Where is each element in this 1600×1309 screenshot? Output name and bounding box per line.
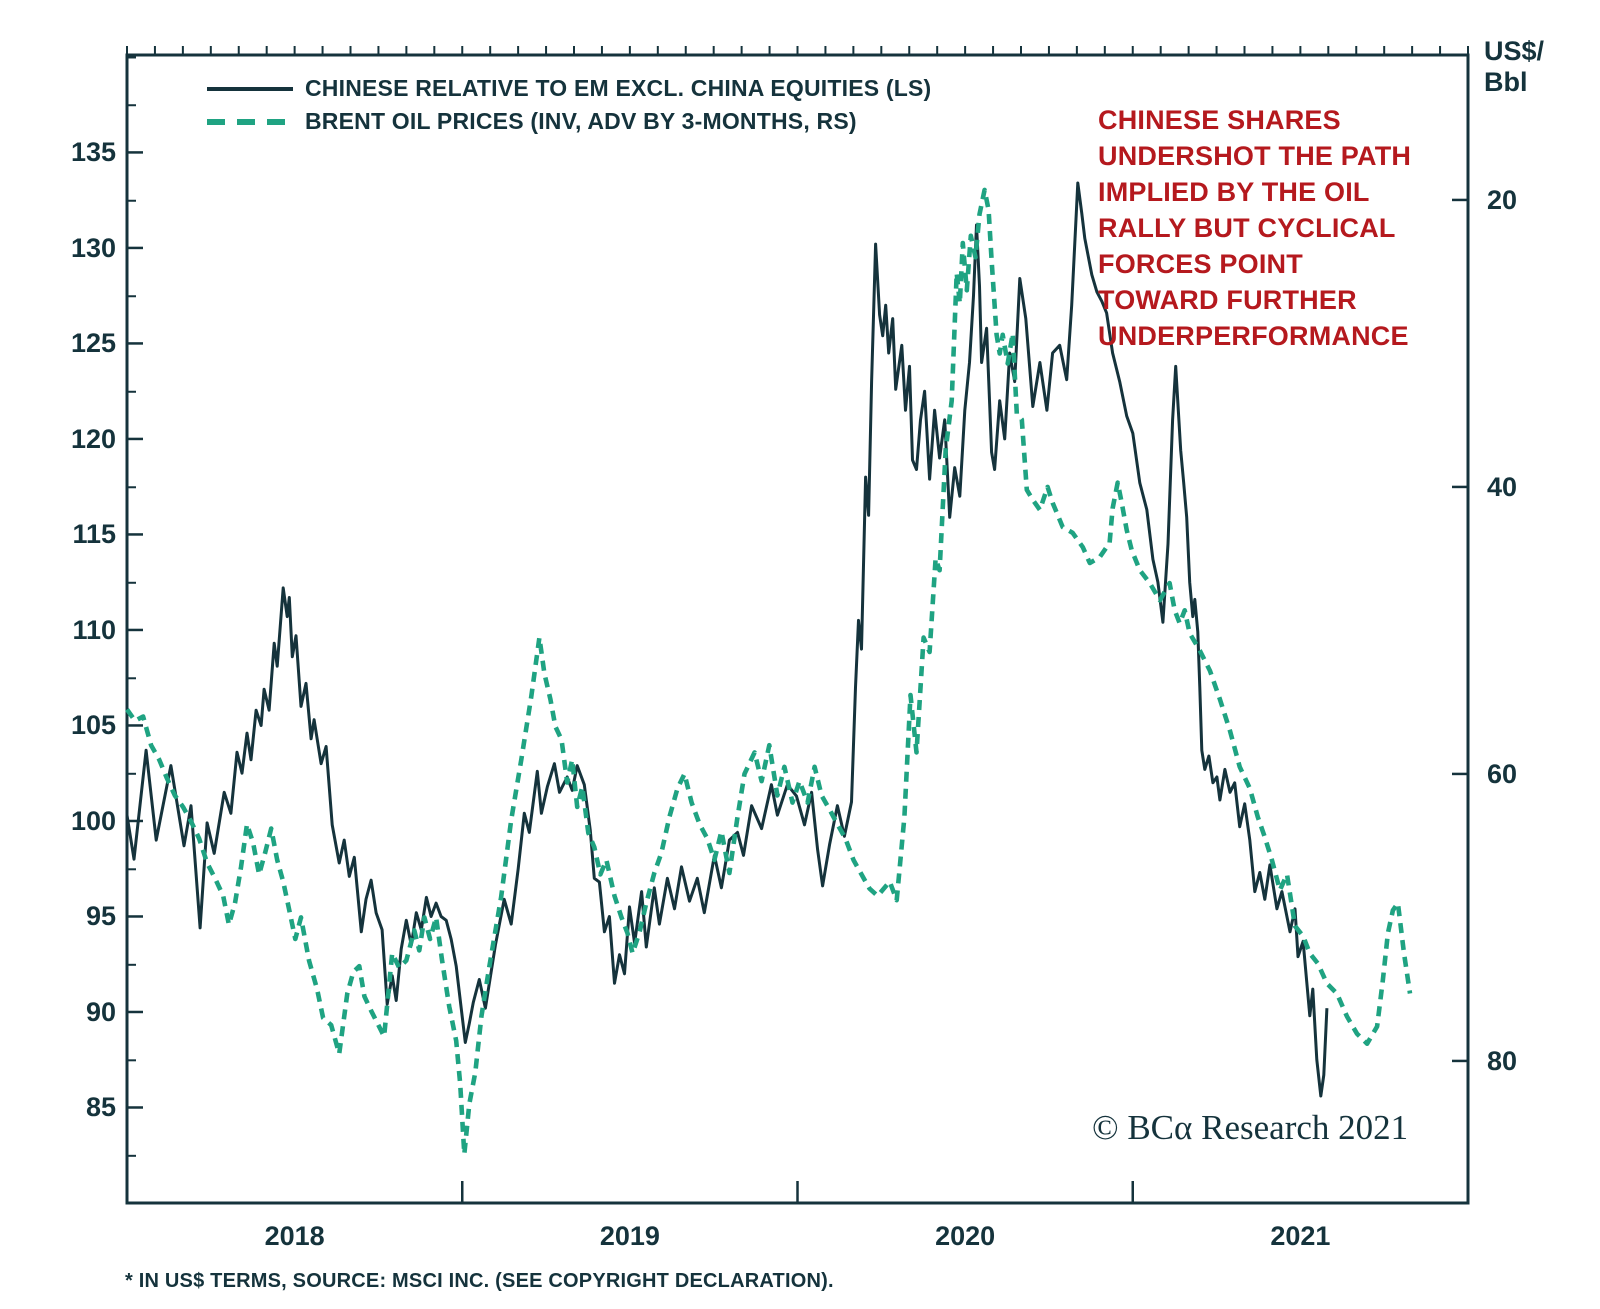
left-axis-tick-label: 105 [70, 710, 116, 741]
legend-equities-label: CHINESE RELATIVE TO EM EXCL. CHINA EQUIT… [305, 75, 932, 101]
annotation-line: UNDERPERFORMANCE [1098, 321, 1409, 351]
annotation-line: TOWARD FURTHER [1098, 285, 1357, 315]
plot-border [125, 53, 1470, 1205]
x-axis-year-label: 2021 [1270, 1221, 1331, 1251]
left-axis-tick-label: 90 [85, 996, 116, 1027]
left-axis-tick-label: 110 [72, 614, 116, 645]
left-axis-tick-label: 115 [72, 519, 116, 550]
right-axis-tick-label: 60 [1487, 758, 1518, 789]
oil-line [125, 187, 1413, 1157]
left-axis-tick-label: 120 [70, 423, 116, 454]
right-axis-unit: US$/ Bbl [1484, 36, 1544, 98]
right-axis-tick-label: 40 [1487, 471, 1518, 502]
legend-brent-label: BRENT OIL PRICES (INV, ADV BY 3-MONTHS, … [305, 108, 857, 134]
source-footnote: * IN US$ TERMS, SOURCE: MSCI INC. (SEE C… [125, 1270, 834, 1292]
annotation-line: CHINESE SHARES [1098, 105, 1341, 135]
copyright-notice: © BCα Research 2021 [1092, 1108, 1409, 1147]
legend-item-equities: CHINESE RELATIVE TO EM EXCL. CHINA EQUIT… [207, 75, 931, 102]
annotation-text: CHINESE SHARES UNDERSHOT THE PATH IMPLIE… [1098, 102, 1458, 354]
right-axis-tick-label: 20 [1487, 184, 1518, 215]
annotation-line: IMPLIED BY THE OIL [1098, 177, 1370, 207]
right-axis-unit-line1: US$/ [1484, 36, 1545, 66]
left-axis-tick-label: 125 [70, 328, 116, 359]
left-axis-tick-label: 100 [70, 805, 116, 836]
annotation-line: RALLY BUT CYCLICAL [1098, 213, 1396, 243]
x-axis-year-label: 2019 [599, 1221, 660, 1251]
solid-line-sample-icon [207, 85, 293, 92]
legend-item-brent: BRENT OIL PRICES (INV, ADV BY 3-MONTHS, … [207, 108, 857, 135]
x-axis-year-label: 2020 [935, 1221, 996, 1251]
dashed-line-sample-icon [207, 118, 293, 125]
left-axis-tick-label: 85 [85, 1092, 116, 1123]
left-axis-tick-label: 135 [70, 137, 116, 168]
left-axis-tick-label: 130 [70, 232, 116, 263]
x-axis-year-label: 2018 [264, 1221, 325, 1251]
annotation-line: UNDERSHOT THE PATH [1098, 141, 1412, 171]
equities-line [125, 181, 1329, 1098]
annotation-line: FORCES POINT [1098, 249, 1303, 279]
right-axis-tick-label: 80 [1487, 1045, 1518, 1076]
left-axis-tick-label: 95 [85, 901, 116, 932]
right-axis-unit-line2: Bbl [1484, 67, 1528, 97]
